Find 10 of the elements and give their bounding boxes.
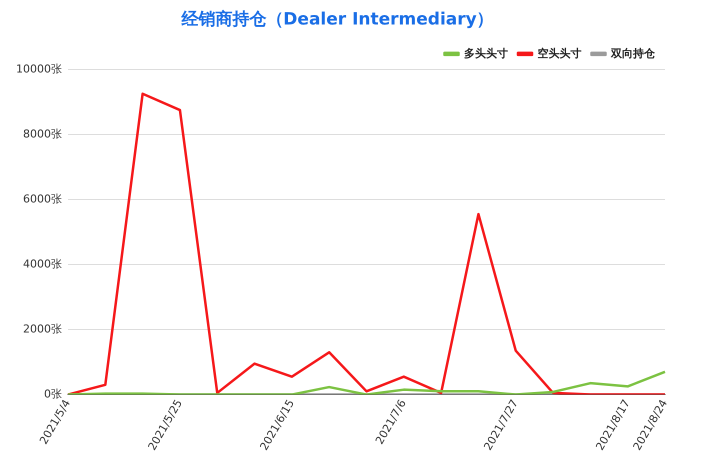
- y-tick-label: 2000张: [22, 322, 62, 336]
- legend-label: 空头头寸: [538, 46, 582, 60]
- y-tick-label: 4000张: [22, 257, 62, 270]
- y-tick-label: 6000张: [22, 192, 62, 206]
- legend-label: 多头头寸: [464, 46, 508, 60]
- y-tick-label: 8000张: [22, 127, 62, 140]
- chart-title: 经销商持仓（Dealer Intermediary）: [180, 10, 494, 30]
- y-tick-label: 10000张: [16, 62, 62, 76]
- legend-label: 双向持仓: [610, 46, 656, 60]
- y-tick-label: 0张: [44, 387, 62, 400]
